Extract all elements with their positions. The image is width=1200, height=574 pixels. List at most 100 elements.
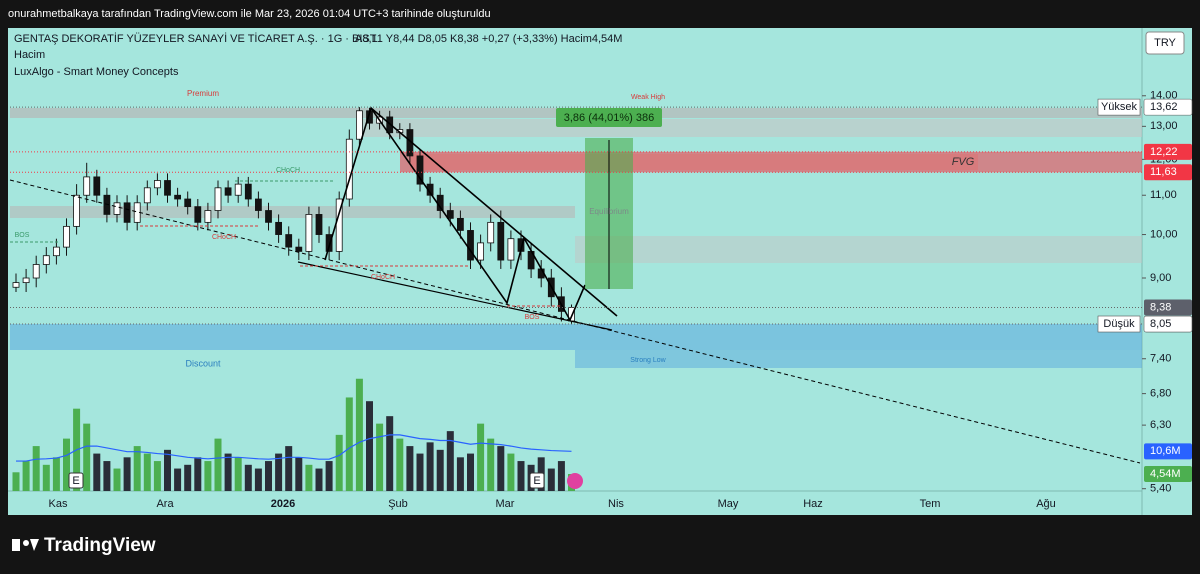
- volume-bar: [214, 438, 222, 491]
- volume-bar: [184, 464, 192, 491]
- volume-bar: [355, 378, 363, 491]
- x-tick-label: Mar: [496, 498, 515, 510]
- candle-body: [204, 210, 212, 223]
- price-label-bg: [1143, 315, 1193, 333]
- y-tick-label: 7,40: [1150, 353, 1171, 365]
- x-tick-label: Ağu: [1036, 498, 1056, 510]
- candle-body: [275, 221, 283, 235]
- volume-bar: [224, 453, 232, 491]
- volume-bar: [376, 423, 384, 491]
- x-tick-label: Tem: [920, 498, 941, 510]
- y-tick-label: 6,30: [1150, 419, 1171, 431]
- volume-bar: [436, 449, 444, 491]
- volume-bar: [52, 457, 60, 491]
- x-tick-label: Kas: [49, 498, 68, 510]
- volume-bar: [325, 461, 333, 491]
- candle-body: [295, 246, 303, 252]
- y-tick-label: 14,00: [1150, 90, 1178, 102]
- trend-line: [297, 261, 613, 331]
- volume-bar: [133, 446, 141, 491]
- volume-bar: [143, 453, 151, 491]
- volume-bar: [446, 431, 454, 491]
- candle-body: [53, 246, 60, 257]
- volume-bar: [335, 434, 343, 491]
- volume-ma: [16, 434, 572, 462]
- candle-body: [22, 277, 30, 284]
- equilibrium-zone: [575, 236, 1142, 263]
- y-tick-label: 13,00: [1150, 120, 1178, 132]
- earnings-markers: E E: [68, 472, 583, 489]
- currency-box[interactable]: [1145, 31, 1185, 55]
- volume-bar: [265, 461, 272, 491]
- candle-body: [497, 221, 505, 261]
- volume-bar: [93, 453, 101, 491]
- candle-body: [93, 176, 101, 196]
- volume-bar: [345, 397, 353, 491]
- volume-bar: [366, 401, 373, 491]
- candle-body: [184, 198, 192, 208]
- volume-bar: [42, 464, 50, 491]
- x-tick-label: Şub: [388, 498, 408, 510]
- volume-bar: [497, 446, 505, 491]
- discount-label: Discount: [185, 358, 221, 368]
- volume-bar: [32, 446, 40, 491]
- y-tick-label: 6,80: [1150, 388, 1171, 400]
- candle-body: [83, 176, 91, 196]
- logo-mark: [12, 539, 20, 551]
- price-label-bg: [1143, 98, 1193, 116]
- zones: [10, 108, 1142, 368]
- logo-mark: [23, 540, 29, 546]
- volume-bar: [63, 438, 70, 491]
- measure-label: 3,86 (44,01%) 386: [564, 112, 655, 124]
- candle-body: [487, 221, 495, 244]
- choch-label: CHoCH: [212, 234, 236, 241]
- volume-label-bg: [1144, 466, 1192, 483]
- volume-bar: [254, 468, 262, 491]
- logo-mark: [30, 539, 39, 551]
- premium-zone: [360, 119, 1142, 137]
- volume-bar: [113, 468, 121, 491]
- volume-bar: [194, 457, 202, 491]
- volume-bar: [426, 442, 434, 491]
- volume-bar: [507, 453, 515, 491]
- x-tick-label: May: [718, 498, 739, 510]
- volume-bar: [315, 468, 323, 491]
- caption: onurahmetbalkaya tarafından TradingView.…: [8, 8, 491, 20]
- volume-bar: [557, 461, 565, 491]
- volume-bar: [244, 464, 252, 491]
- earnings-label: E: [533, 475, 540, 487]
- y-tick-label: 11,00: [1150, 189, 1177, 201]
- candle-body: [285, 234, 293, 248]
- brand: TradingView: [44, 535, 156, 556]
- fvg-inner: [410, 153, 978, 171]
- candle-body: [164, 180, 171, 196]
- candle-body: [143, 187, 151, 204]
- x-tick-label: Haz: [803, 498, 823, 510]
- price-label: 12,22: [1150, 146, 1178, 158]
- symbol: GENTAŞ DEKORATİF YÜZEYLER SANAYİ VE TİCA…: [14, 32, 377, 45]
- indicator: LuxAlgo - Smart Money Concepts: [14, 66, 179, 78]
- price-label-bg: [1144, 299, 1192, 316]
- x-tick-label: Ara: [156, 498, 174, 510]
- currency[interactable]: TRY: [1154, 37, 1176, 49]
- bos-label: BOS: [525, 314, 540, 321]
- volume-bar: [174, 468, 182, 491]
- candle-body: [73, 194, 80, 227]
- premium-label: Premium: [187, 89, 219, 98]
- candle-body: [214, 187, 222, 211]
- volume-bar: [285, 446, 293, 491]
- candle-body: [254, 198, 262, 211]
- earnings-label: E: [72, 475, 79, 487]
- weak-high-label: Weak High: [631, 94, 665, 101]
- price-name: Düşük: [1103, 318, 1135, 330]
- drawings: [9, 106, 1141, 464]
- candle-body: [234, 183, 242, 196]
- choch-label: CHoCH: [371, 274, 395, 281]
- discount-zone: [575, 350, 1142, 368]
- volume-bar: [477, 423, 485, 491]
- candle-body: [265, 210, 272, 223]
- candle-body: [42, 255, 50, 265]
- volume-bar: [416, 453, 424, 491]
- candle-body: [12, 282, 20, 288]
